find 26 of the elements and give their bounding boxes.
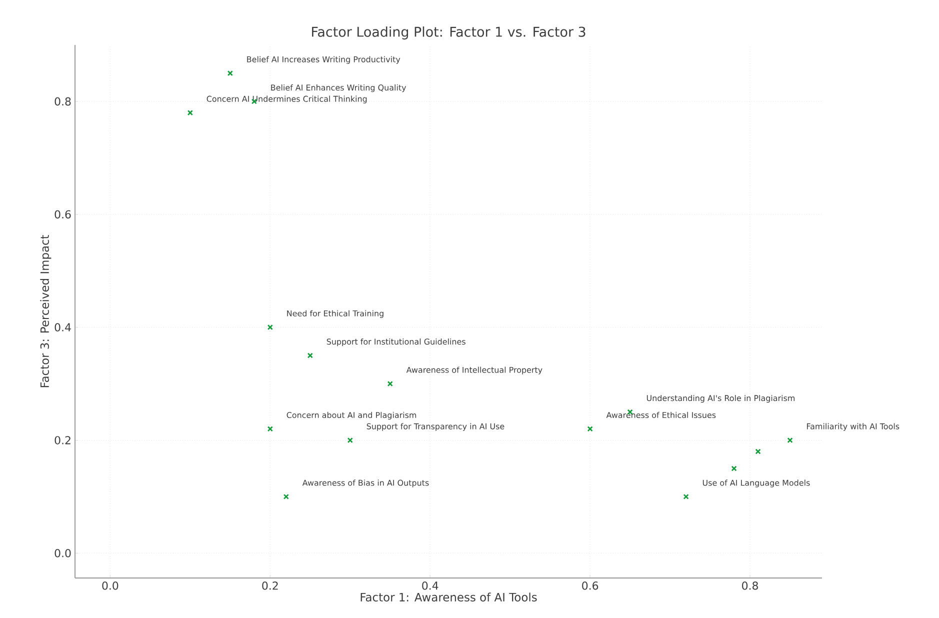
point (587, 426, 593, 432)
x-tick-label: 0.4 (422, 582, 438, 590)
point (227, 70, 233, 76)
y-axis-title: Factor 3: Perceived Impact (40, 234, 52, 388)
point (683, 494, 689, 500)
x-tick-label: 0.2 (262, 582, 278, 590)
x-axis-title: Factor 1: Awareness of AI Tools (360, 592, 537, 602)
chart-title: Factor Loading Plot: Factor 1 vs. Factor 3 (312, 26, 586, 40)
point (387, 380, 393, 387)
y-tick-label: 0.8 (54, 97, 71, 106)
point (187, 110, 193, 116)
x-tick-label: 0.0 (102, 582, 118, 590)
point (347, 437, 353, 444)
y-tick-label: 0.4 (54, 323, 71, 332)
point (731, 466, 737, 472)
point (787, 437, 793, 444)
point (283, 494, 289, 500)
point (755, 448, 761, 454)
x-tick-label: 0.6 (582, 582, 598, 590)
point (267, 324, 273, 330)
point (267, 426, 273, 432)
x-tick-label: 0.8 (742, 582, 758, 590)
y-tick-label: 0.0 (54, 549, 71, 558)
y-tick-label: 0.6 (54, 210, 71, 219)
y-tick-label: 0.2 (54, 436, 70, 444)
point (307, 352, 313, 358)
